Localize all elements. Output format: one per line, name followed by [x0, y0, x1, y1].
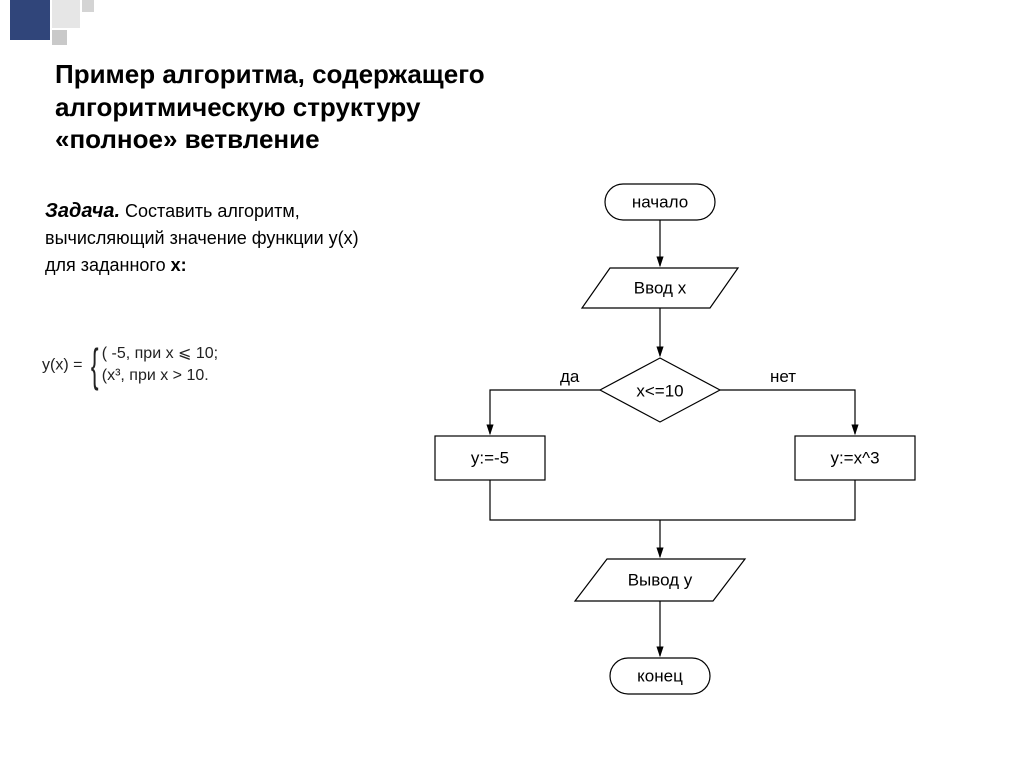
node-end-label: конец — [637, 666, 683, 685]
edge-no — [720, 390, 855, 434]
edge-label-yes: да — [560, 367, 580, 386]
title-line: «полное» ветвление — [55, 124, 320, 154]
formula-row: (x³, при x > 10. — [102, 367, 209, 384]
task-label: Задача. — [45, 200, 120, 222]
page-title: Пример алгоритма, содержащего алгоритмич… — [55, 58, 485, 156]
task-text: Задача. Составить алгоритм, вычисляющий … — [45, 198, 385, 279]
deco-square — [10, 0, 50, 40]
node-yes-label: y:=-5 — [471, 448, 509, 467]
brace-icon: { — [91, 347, 99, 384]
formula: y(x) = { ( -5, при x ⩽ 10; (x³, при x > … — [42, 343, 218, 388]
task-tail: x: — [171, 255, 187, 275]
edge-yes — [490, 390, 600, 434]
node-decision-label: x<=10 — [636, 381, 683, 400]
deco-square — [52, 30, 67, 45]
deco-square — [52, 0, 80, 28]
flowchart: да нет начало Ввод x x<=10 y:=-5 y:=x^3 … — [410, 180, 1010, 740]
node-output-label: Вывод y — [628, 570, 693, 589]
deco-square — [82, 0, 94, 12]
title-line: алгоритмическую структуру — [55, 92, 420, 122]
node-input-label: Ввод x — [634, 278, 687, 297]
corner-decoration — [0, 0, 110, 45]
node-no-label: y:=x^3 — [830, 448, 879, 467]
edge-label-no: нет — [770, 367, 796, 386]
edge-merge-h — [490, 480, 855, 520]
formula-row: ( -5, при x ⩽ 10; — [102, 345, 218, 362]
node-start-label: начало — [632, 192, 688, 211]
formula-lhs: y(x) = — [42, 357, 82, 374]
title-line: Пример алгоритма, содержащего — [55, 59, 485, 89]
